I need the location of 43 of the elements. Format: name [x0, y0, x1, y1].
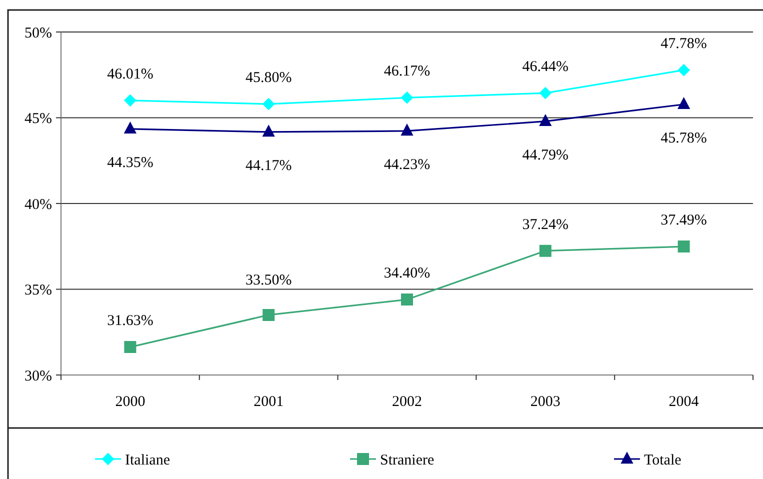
data-label: 45.80% [245, 70, 292, 86]
point [262, 125, 275, 137]
x-tick-label: 2003 [530, 394, 560, 410]
point [539, 114, 552, 126]
point [262, 98, 275, 110]
x-tick-label: 2001 [254, 394, 284, 410]
point [539, 244, 552, 257]
data-label: 33.50% [245, 272, 292, 288]
data-label: 47.78% [660, 36, 707, 52]
point [124, 122, 136, 134]
point [401, 124, 413, 136]
point [262, 308, 275, 321]
legend-label: Italiane [125, 452, 170, 468]
data-label: 31.63% [107, 313, 154, 330]
y-tick-label: 40% [24, 196, 52, 213]
y-tick-label: 45% [24, 111, 52, 127]
point [678, 98, 690, 109]
point [678, 64, 690, 76]
point [124, 341, 136, 354]
data-label: 37.49% [660, 212, 707, 229]
point [678, 240, 690, 253]
data-label: 44.35% [107, 154, 154, 171]
x-tick-label: 2002 [392, 394, 422, 410]
y-tick-label: 50% [24, 25, 52, 42]
x-tick-label: 2000 [115, 394, 146, 410]
data-label: 46.44% [522, 59, 569, 76]
data-label: 45.78% [660, 130, 707, 146]
data-label: 37.24% [522, 216, 569, 233]
legend-label: Straniere [380, 452, 434, 468]
data-label: 34.40% [384, 266, 430, 282]
point [401, 294, 413, 306]
data-label: 46.01% [107, 66, 154, 82]
point [401, 92, 413, 104]
x-tick-label: 2004 [668, 394, 700, 410]
point [124, 94, 136, 106]
point [539, 87, 552, 100]
data-label: 46.17% [384, 64, 430, 80]
data-label: 44.23% [384, 156, 430, 173]
y-tick-label: 35% [24, 282, 52, 298]
y-tick-label: 30% [24, 368, 52, 384]
data-label: 44.17% [245, 158, 292, 174]
legend-label: Totale [644, 452, 682, 468]
data-label: 44.79% [522, 147, 569, 164]
